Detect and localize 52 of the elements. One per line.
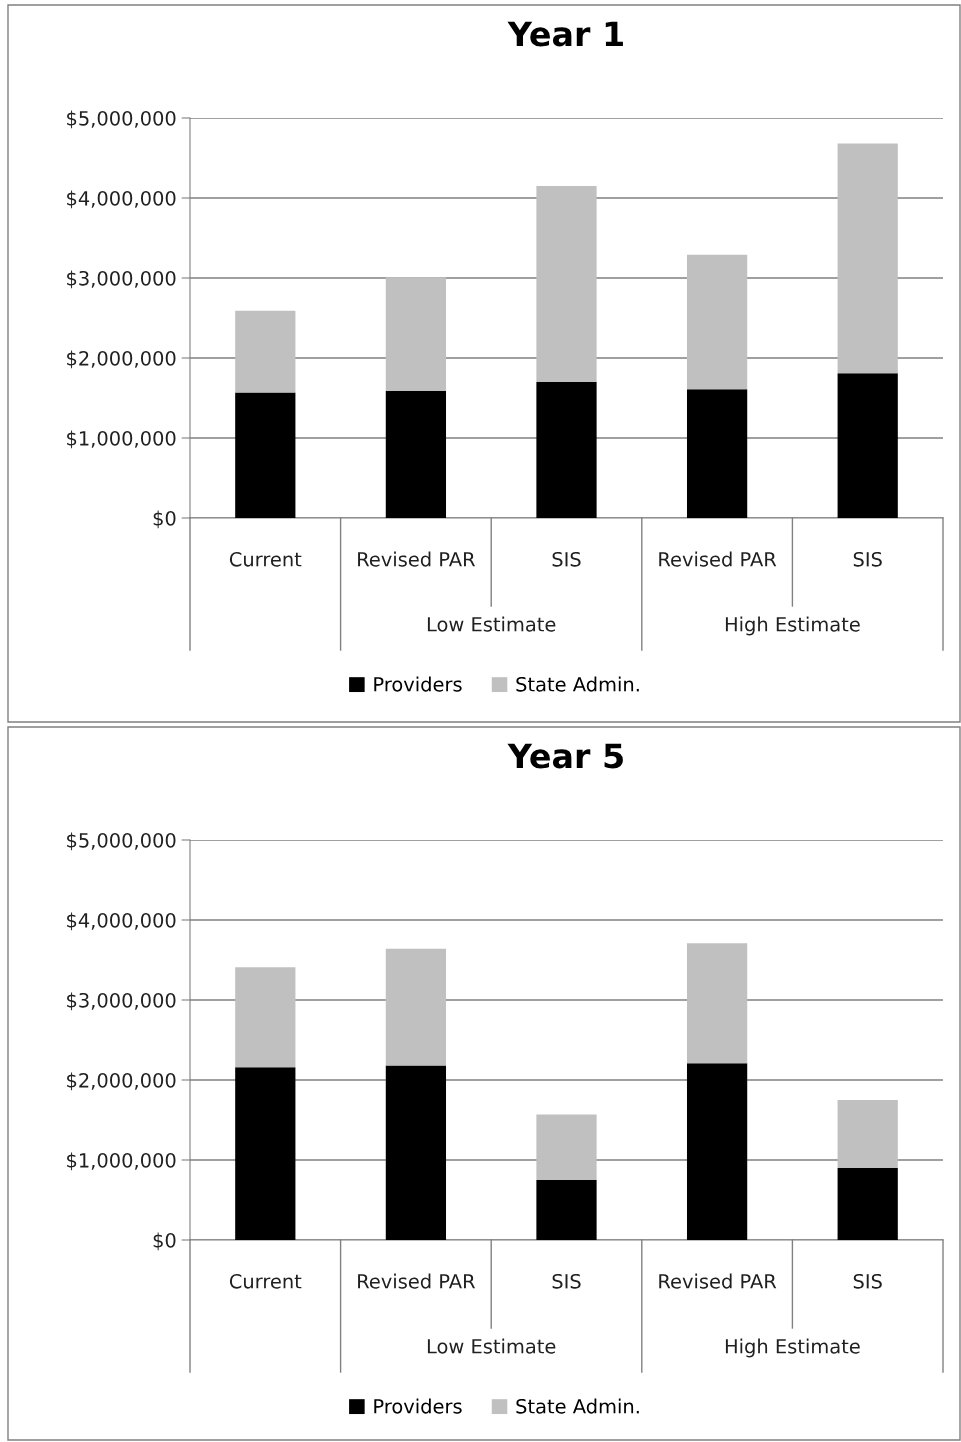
legend-label: State Admin. (516, 676, 639, 692)
bar (536, 382, 597, 518)
bar (686, 943, 748, 1064)
x-tick-label: SIS (853, 1273, 882, 1289)
y-tick-label: $2,000,000 (67, 1072, 176, 1091)
bar (235, 310, 296, 393)
x-tick-label: SIS (552, 551, 581, 567)
bar (385, 277, 447, 391)
x-tick-label: Revised PAR (659, 551, 777, 567)
y-tick-label: $1,000,000 (67, 1152, 176, 1171)
chart-title: Year 5 (507, 743, 623, 769)
bar (385, 948, 447, 1066)
bar (536, 1180, 597, 1240)
x-tick-label: Revised PAR (659, 1273, 777, 1289)
bar (235, 392, 296, 518)
bar (235, 1067, 296, 1240)
x-tick-label: Current (229, 1273, 302, 1289)
bar (235, 967, 296, 1068)
x-tick-label: Revised PAR (358, 551, 476, 567)
x-tick-label: Revised PAR (358, 1273, 476, 1289)
x-tick-label: SIS (552, 1273, 581, 1289)
bar (837, 1168, 898, 1240)
y-tick-label: $4,000,000 (67, 912, 176, 931)
bar (686, 254, 748, 390)
y-tick-label: $3,000,000 (67, 270, 176, 289)
bar (385, 390, 447, 518)
y-tick-label: $0 (153, 510, 176, 529)
text: High Estimate (725, 1338, 860, 1358)
text: Low Estimate (427, 1338, 556, 1354)
bar (686, 389, 748, 518)
x-tick-label: Current (229, 551, 302, 567)
y-tick-label: $4,000,000 (67, 190, 176, 209)
text: High Estimate (725, 616, 860, 636)
bar (536, 186, 597, 382)
bar (385, 1065, 447, 1240)
bar (837, 1100, 898, 1168)
y-tick-label: $5,000,000 (67, 832, 176, 851)
y-tick-label: $2,000,000 (67, 350, 176, 369)
legend-label: State Admin. (516, 1398, 639, 1414)
y-tick-label: $0 (153, 1232, 176, 1251)
chart-title: Year 1 (507, 21, 623, 47)
text: Low Estimate (427, 616, 556, 632)
bar (837, 143, 898, 374)
legend-label: Providers (374, 1398, 462, 1414)
bar (837, 373, 898, 518)
y-tick-label: $1,000,000 (67, 430, 176, 449)
legend-label: Providers (374, 676, 462, 692)
y-tick-label: $5,000,000 (67, 110, 176, 129)
bar (686, 1063, 748, 1240)
bar (536, 1114, 597, 1180)
y-tick-label: $3,000,000 (67, 992, 176, 1011)
x-tick-label: SIS (853, 551, 882, 567)
